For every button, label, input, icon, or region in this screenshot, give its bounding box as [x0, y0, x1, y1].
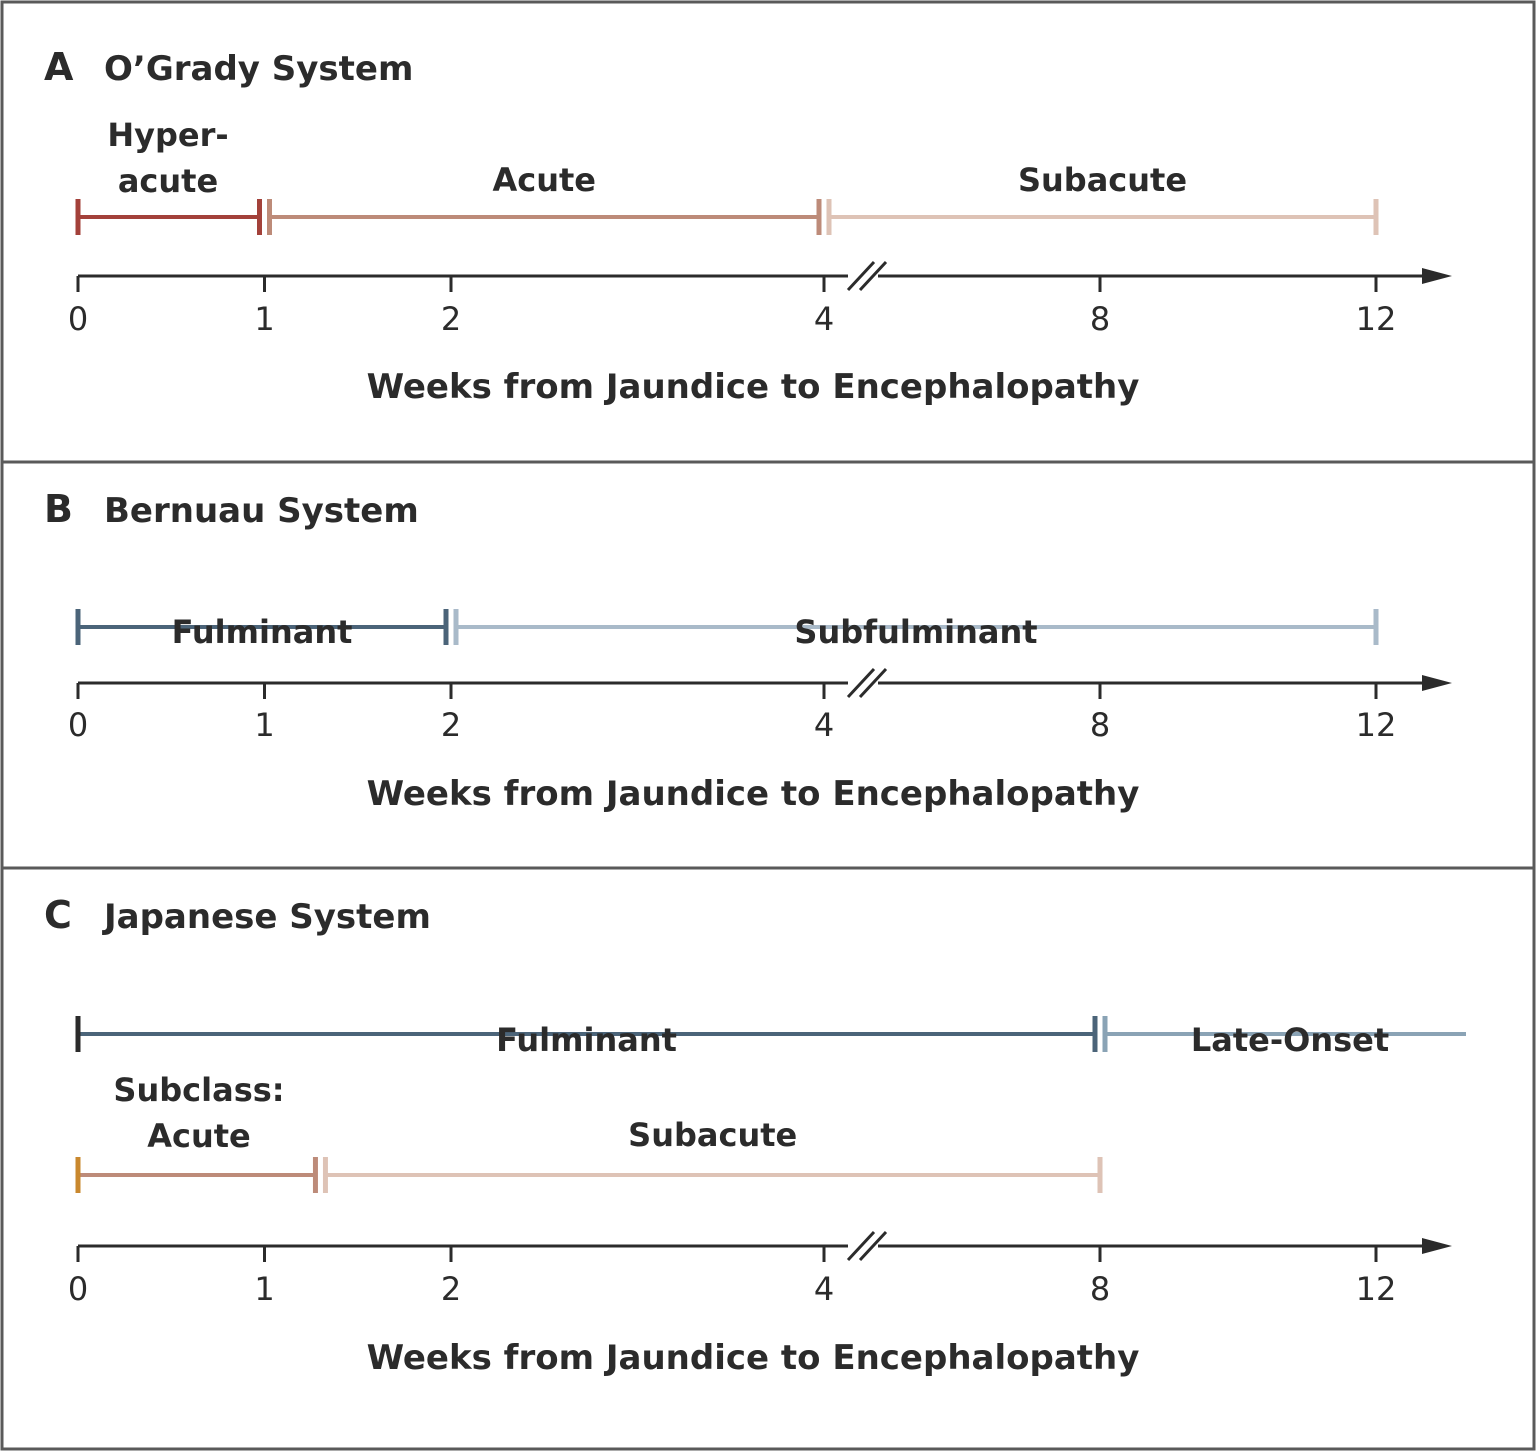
- segment-label: Acute: [492, 161, 596, 199]
- panel-title: O’Grady System: [104, 49, 413, 89]
- axis-break-mark: [846, 667, 876, 699]
- tick-label: 12: [1356, 706, 1397, 744]
- panel-letter: A: [44, 45, 74, 89]
- axis-break-mark: [858, 260, 888, 292]
- axis-break-mark: [858, 667, 888, 699]
- tick-label: 1: [254, 300, 274, 338]
- axis-arrowhead: [1422, 1238, 1452, 1254]
- axis-arrowhead: [1422, 268, 1452, 284]
- segment-label: Subclass:: [113, 1071, 284, 1109]
- tick-label: 4: [814, 1270, 834, 1308]
- panel-letter: C: [44, 893, 72, 937]
- tick-label: 8: [1090, 1270, 1110, 1308]
- tick-label: 1: [254, 706, 274, 744]
- tick-label: 2: [441, 706, 461, 744]
- segment-label: Subfulminant: [794, 613, 1037, 651]
- tick-label: 2: [441, 1270, 461, 1308]
- axis-title: Weeks from Jaundice to Encephalopathy: [367, 1338, 1140, 1378]
- segment-label: Late-Onset: [1191, 1021, 1389, 1059]
- axis-arrowhead: [1422, 675, 1452, 691]
- segment-label: Acute: [147, 1117, 251, 1155]
- tick-label: 0: [68, 300, 88, 338]
- tick-label: 4: [814, 300, 834, 338]
- axis-break-mark: [846, 1230, 876, 1262]
- panel-c: C Japanese System Fulminant Late-Onset Subcl…: [44, 893, 1466, 1378]
- tick-label: 8: [1090, 300, 1110, 338]
- tick-label: 12: [1356, 300, 1397, 338]
- tick-label: 1: [254, 1270, 274, 1308]
- panel-title: Japanese System: [102, 897, 431, 937]
- axis-break-mark: [846, 260, 876, 292]
- tick-label: 8: [1090, 706, 1110, 744]
- segment-label: Fulminant: [172, 613, 353, 651]
- axis-title: Weeks from Jaundice to Encephalopathy: [367, 367, 1140, 407]
- panel-a: A O’Grady System Hyper-acute Acute Subacute 0…: [44, 45, 1452, 407]
- segment-label: Subacute: [1018, 161, 1187, 199]
- tick-label: 4: [814, 706, 834, 744]
- segment-label: Subacute: [628, 1116, 797, 1154]
- axis-title: Weeks from Jaundice to Encephalopathy: [367, 774, 1140, 814]
- segment-label: Hyper-: [107, 116, 228, 154]
- tick-label: 0: [68, 1270, 88, 1308]
- axis-break-mark: [858, 1230, 888, 1262]
- panel-title: Bernuau System: [104, 491, 419, 531]
- segment-label: acute: [118, 162, 218, 200]
- tick-label: 2: [441, 300, 461, 338]
- tick-label: 12: [1356, 1270, 1397, 1308]
- segment-label: Fulminant: [496, 1021, 677, 1059]
- tick-label: 0: [68, 706, 88, 744]
- panel-letter: B: [44, 487, 73, 531]
